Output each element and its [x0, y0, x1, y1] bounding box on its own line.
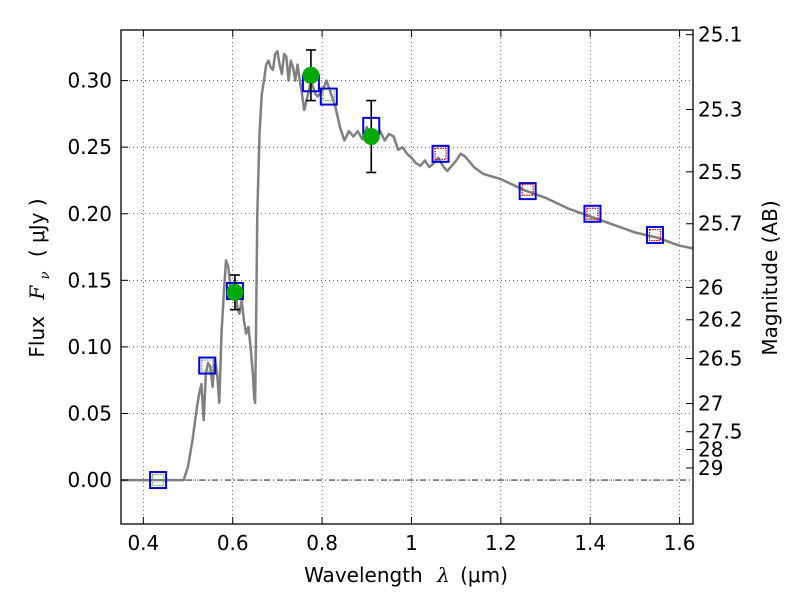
x-tick-label: 1.4	[574, 531, 606, 555]
observed-data-point	[302, 66, 320, 84]
y-axis-label-unit: ( μJy )	[25, 198, 49, 257]
y2-tick-label: 27.5	[698, 420, 743, 444]
photometry-square-marker	[198, 356, 217, 375]
series	[121, 49, 694, 490]
x-tick-label: 1.6	[664, 531, 696, 555]
y2-tick-label: 25.3	[698, 97, 743, 121]
y2-tick-label: 27	[698, 391, 723, 415]
x-axis-label-math: λ	[436, 563, 450, 587]
y-tick-label: 0.15	[67, 268, 112, 292]
y-axis-label-math-sub: ν	[38, 271, 53, 279]
y-tick-label: 0.20	[67, 202, 112, 226]
y2-tick-label: 26.5	[698, 346, 743, 370]
x-tick-label: 0.6	[217, 531, 249, 555]
y2-tick-label: 26	[698, 275, 723, 299]
y2-tick-label: 29	[698, 456, 723, 480]
x-tick-label: 0.8	[306, 531, 338, 555]
plot-frame	[120, 29, 694, 525]
photometry-square-marker	[431, 144, 450, 163]
y2-tick-label: 25.7	[698, 212, 743, 236]
grid	[121, 30, 693, 524]
band-dotted-marker	[586, 207, 599, 220]
observed-data-point	[362, 128, 380, 146]
band-dotted-marker	[521, 183, 534, 196]
band-dotted-marker	[648, 228, 662, 242]
y2-tick-label: 28	[698, 438, 723, 462]
y-axis-label-math: F	[25, 285, 49, 301]
y-tick-label: 0.00	[67, 468, 112, 492]
photometry-square-marker	[319, 87, 338, 106]
ticks: 0.4 0.6 0.8 1 1.2 1.4 1.6 0.00 0.05 0.10 0.15 0.20 0…	[67, 23, 742, 555]
x-tick-label: 1	[405, 531, 418, 555]
band-dotted-marker	[434, 147, 447, 160]
y-axis-label: Flux F ν ( μJy )	[25, 198, 54, 357]
band-dotted-marker	[201, 359, 214, 372]
y-tick-label: 0.05	[67, 401, 112, 425]
x-tick-label: 1.2	[485, 531, 517, 555]
y2-tick-label: 25.5	[698, 160, 743, 184]
y-tick-label: 0.10	[67, 335, 112, 359]
photometry-square-marker	[646, 226, 665, 245]
y2-tick-label: 26.2	[698, 308, 743, 332]
x-tick-label: 0.4	[127, 531, 159, 555]
photometry-square-marker	[149, 471, 168, 490]
x-axis-label-unit: (μm)	[460, 563, 508, 587]
y-tick-label: 0.30	[67, 69, 112, 93]
y2-axis-label: Magnitude (AB)	[758, 200, 782, 355]
x-axis-label: Wavelength λ (μm)	[304, 563, 508, 587]
y-tick-label: 0.25	[67, 135, 112, 159]
photometry-square-marker	[518, 182, 537, 201]
band-dotted-marker	[151, 473, 165, 487]
photometry-square-marker	[583, 204, 602, 223]
y-axis-label-text: Flux	[25, 316, 49, 358]
sed-model-line	[121, 50, 694, 482]
observed-data-point	[226, 283, 244, 301]
x-axis-label-text: Wavelength	[304, 563, 423, 587]
band-dotted-marker	[322, 89, 335, 102]
y2-tick-label: 25.1	[698, 23, 743, 47]
